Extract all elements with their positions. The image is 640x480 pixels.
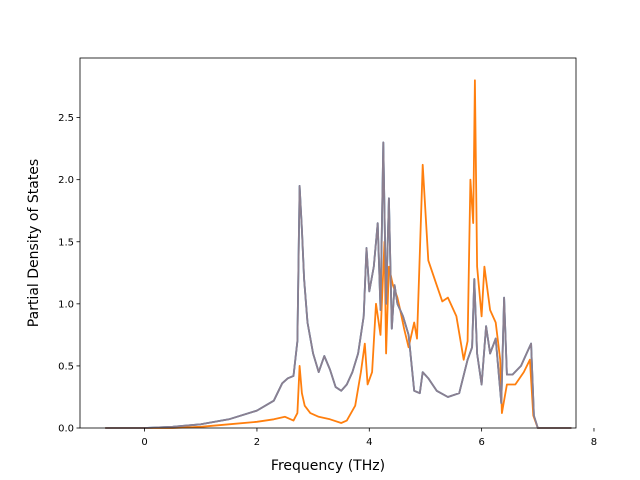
x-tick-label: 8 (591, 437, 597, 448)
x-axis-label: Frequency (THz) (271, 458, 385, 474)
y-axis-label: Partial Density of States (26, 159, 42, 327)
y-tick-label: 1.5 (58, 237, 74, 248)
x-tick-label: 6 (478, 437, 484, 448)
y-tick-label: 2.5 (58, 113, 74, 124)
y-tick-label: 2.0 (58, 175, 74, 186)
y-tick-label: 0.0 (58, 424, 74, 435)
x-tick-label: 4 (366, 437, 372, 448)
x-tick-label: 0 (141, 437, 147, 448)
y-tick-label: 0.5 (58, 361, 74, 372)
plot-frame (79, 57, 577, 429)
series-line-3 (105, 141, 572, 429)
x-tick-label: 2 (254, 437, 260, 448)
x-axis: 0 2 4 6 8 (141, 428, 597, 448)
plot-lines (105, 79, 572, 429)
y-axis: 0.0 0.5 1.0 1.5 2.0 2.5 (58, 113, 80, 435)
y-tick-label: 1.0 (58, 299, 74, 310)
